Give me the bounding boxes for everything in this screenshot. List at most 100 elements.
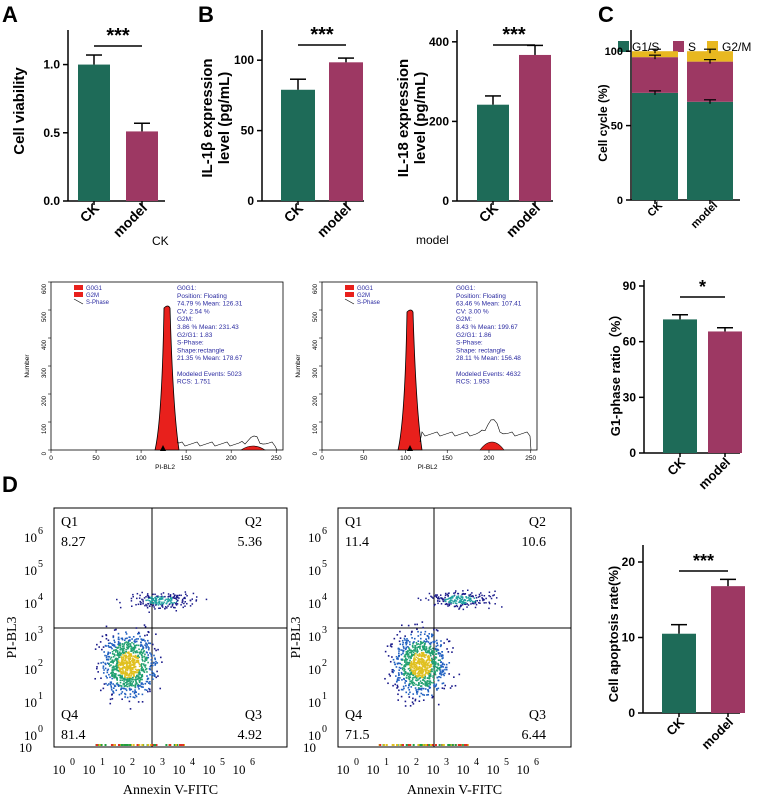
y-log-tick-exponent: 0 (322, 724, 327, 735)
event-dot (396, 678, 399, 681)
legend-swatch (74, 285, 83, 290)
event-dot (178, 597, 180, 599)
event-dot (406, 672, 408, 674)
event-dot (130, 667, 133, 669)
event-dot (172, 606, 175, 609)
event-dot (417, 657, 419, 660)
event-dot (105, 634, 108, 637)
y-tick-label: 200 (313, 395, 319, 406)
event-dot (433, 683, 435, 686)
event-dot (412, 651, 415, 654)
event-dot (169, 600, 171, 602)
event-dot (427, 654, 430, 657)
bar-ck (281, 89, 315, 201)
event-dot (108, 646, 110, 648)
event-dot (140, 601, 142, 604)
event-dot (432, 597, 434, 599)
event-dot (436, 642, 439, 644)
event-dot (126, 667, 129, 669)
event-dot (466, 600, 469, 602)
y-log-tick-label: 10 (24, 563, 37, 578)
event-dot (462, 590, 464, 592)
event-dot (140, 667, 143, 670)
event-dot (417, 668, 420, 671)
event-dot (439, 645, 442, 648)
event-dot (415, 683, 417, 686)
event-dot (438, 600, 441, 602)
y-axis-title: level (pg/mL) (412, 72, 429, 165)
event-dot (121, 676, 124, 679)
event-dot (128, 657, 130, 660)
event-dot (419, 671, 422, 674)
event-dot (427, 658, 429, 661)
event-dot (107, 655, 110, 658)
event-dot (119, 669, 121, 671)
event-dot (425, 651, 428, 654)
event-dot (175, 595, 178, 598)
event-dot (113, 685, 116, 688)
event-dot (141, 658, 144, 661)
event-dot (421, 663, 423, 666)
y-log-tick-label: 10 (24, 596, 37, 611)
y-tick-label: 0.5 (43, 126, 60, 140)
event-dot (405, 646, 408, 649)
event-dot (408, 647, 410, 649)
event-dot (104, 654, 106, 657)
event-dot (469, 597, 472, 600)
event-dot (423, 643, 426, 646)
event-dot (466, 744, 469, 746)
event-dot (121, 649, 124, 651)
event-dot (479, 602, 481, 604)
event-dot (404, 670, 407, 673)
event-dot (117, 643, 119, 646)
event-dot (428, 666, 431, 669)
event-dot (115, 659, 118, 662)
event-dot (146, 651, 148, 654)
event-dot (424, 665, 426, 668)
event-dot (414, 658, 417, 661)
event-dot (448, 744, 451, 746)
y-axis-origin-label: 10 (19, 740, 32, 755)
event-dot (418, 677, 421, 680)
event-dot (144, 658, 147, 661)
event-dot (149, 652, 151, 654)
event-dot (118, 670, 120, 673)
event-dot (409, 676, 412, 679)
event-dot (124, 688, 127, 690)
event-dot (140, 665, 143, 667)
event-dot (419, 672, 421, 675)
event-dot (118, 666, 120, 669)
event-dot (440, 664, 442, 667)
event-dot (454, 684, 457, 687)
event-dot (137, 660, 139, 662)
event-dot (414, 657, 416, 660)
event-dot (112, 668, 115, 671)
event-dot (109, 698, 112, 701)
event-dot (180, 744, 183, 746)
event-dot (398, 673, 400, 676)
event-dot (126, 647, 129, 650)
event-dot (399, 662, 402, 665)
event-dot (435, 683, 438, 686)
event-dot (398, 652, 400, 655)
event-dot (425, 682, 428, 684)
event-dot (138, 597, 141, 599)
event-dot (446, 648, 448, 650)
event-dot (151, 605, 154, 607)
event-dot (127, 642, 129, 644)
event-dot (404, 642, 407, 644)
event-dot (111, 673, 114, 676)
event-dot (439, 676, 442, 679)
event-dot (400, 658, 403, 661)
event-dot (139, 677, 142, 679)
event-dot (132, 595, 134, 598)
event-dot (404, 665, 407, 668)
event-dot (131, 682, 133, 685)
event-dot (444, 600, 447, 603)
event-dot (146, 680, 149, 683)
event-dot (440, 654, 443, 656)
event-dot (133, 684, 135, 687)
event-dot (403, 637, 406, 640)
event-dot (379, 744, 382, 746)
event-dot (112, 671, 114, 674)
